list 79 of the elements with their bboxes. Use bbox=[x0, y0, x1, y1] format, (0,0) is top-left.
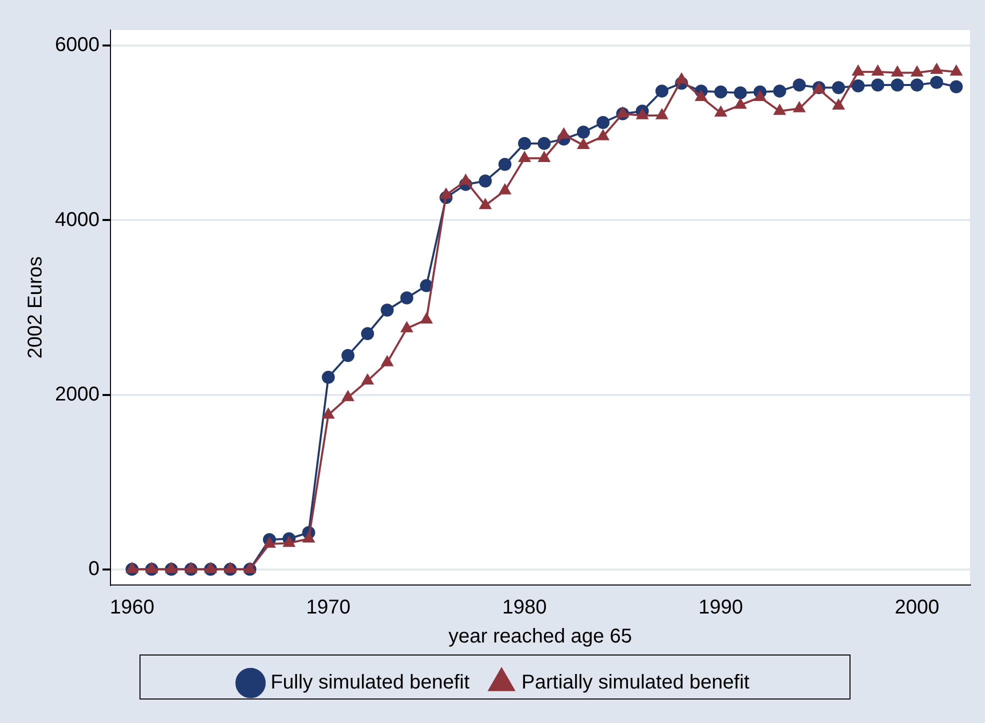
x-tick-label: 1980 bbox=[502, 596, 547, 619]
point bbox=[518, 136, 532, 150]
point bbox=[224, 562, 236, 574]
point bbox=[381, 356, 393, 366]
x-tick-label: 1990 bbox=[698, 596, 744, 619]
point bbox=[715, 106, 727, 117]
point bbox=[832, 99, 844, 110]
point bbox=[361, 327, 374, 340]
point bbox=[871, 78, 884, 92]
point bbox=[380, 304, 394, 317]
point bbox=[518, 152, 530, 162]
point bbox=[576, 126, 590, 139]
legend-label: Fully simulated benefit bbox=[270, 672, 470, 694]
point bbox=[538, 152, 550, 162]
x-tick-label: 1970 bbox=[306, 596, 351, 619]
point bbox=[341, 348, 354, 362]
point bbox=[714, 85, 728, 98]
point bbox=[754, 90, 766, 101]
point bbox=[460, 174, 472, 185]
legend-label: Partially simulated benefit bbox=[522, 672, 750, 694]
point bbox=[676, 73, 688, 84]
point bbox=[794, 102, 806, 112]
point bbox=[872, 65, 884, 76]
point bbox=[244, 562, 256, 574]
point bbox=[636, 109, 648, 120]
point bbox=[695, 90, 707, 101]
point bbox=[832, 81, 846, 94]
x-axis-title: year reached age 65 bbox=[448, 626, 632, 648]
point bbox=[852, 79, 865, 92]
point bbox=[498, 158, 512, 171]
point bbox=[283, 536, 295, 547]
point bbox=[892, 66, 904, 77]
point bbox=[578, 138, 590, 149]
point bbox=[478, 174, 492, 188]
point bbox=[558, 128, 570, 138]
x-tick-label: 2000 bbox=[894, 596, 940, 619]
point bbox=[950, 65, 962, 76]
point bbox=[930, 76, 944, 89]
point bbox=[538, 136, 551, 150]
point bbox=[910, 78, 924, 92]
point bbox=[420, 313, 432, 324]
point bbox=[302, 532, 314, 542]
point bbox=[440, 188, 452, 199]
point bbox=[400, 291, 414, 304]
point bbox=[890, 78, 904, 92]
point bbox=[166, 562, 178, 574]
point bbox=[322, 370, 335, 384]
point bbox=[616, 107, 628, 118]
point bbox=[322, 408, 334, 419]
y-tick-label: 0 bbox=[88, 558, 100, 580]
point bbox=[950, 80, 963, 94]
point bbox=[596, 116, 610, 129]
point bbox=[146, 562, 158, 574]
point bbox=[911, 66, 923, 77]
point bbox=[656, 109, 668, 120]
point bbox=[126, 562, 138, 574]
point bbox=[342, 390, 354, 402]
point bbox=[420, 279, 433, 292]
y-axis-title: 2002 Euros bbox=[24, 256, 47, 359]
point bbox=[655, 84, 668, 98]
point bbox=[773, 84, 786, 98]
y-tick-label: 6000 bbox=[54, 34, 100, 56]
y-tick-label: 2000 bbox=[54, 383, 100, 406]
point bbox=[401, 322, 413, 332]
point bbox=[264, 537, 276, 548]
point bbox=[597, 130, 609, 140]
point bbox=[852, 65, 864, 76]
x-tick-label: 1960 bbox=[110, 596, 154, 619]
point bbox=[480, 198, 492, 210]
point bbox=[362, 374, 374, 385]
point bbox=[792, 78, 806, 92]
point bbox=[499, 184, 511, 194]
point bbox=[185, 562, 197, 574]
point bbox=[734, 86, 747, 100]
point bbox=[930, 64, 942, 74]
y-tick-label: 4000 bbox=[54, 208, 100, 231]
point bbox=[774, 104, 786, 115]
point bbox=[734, 98, 746, 109]
point bbox=[204, 562, 216, 574]
